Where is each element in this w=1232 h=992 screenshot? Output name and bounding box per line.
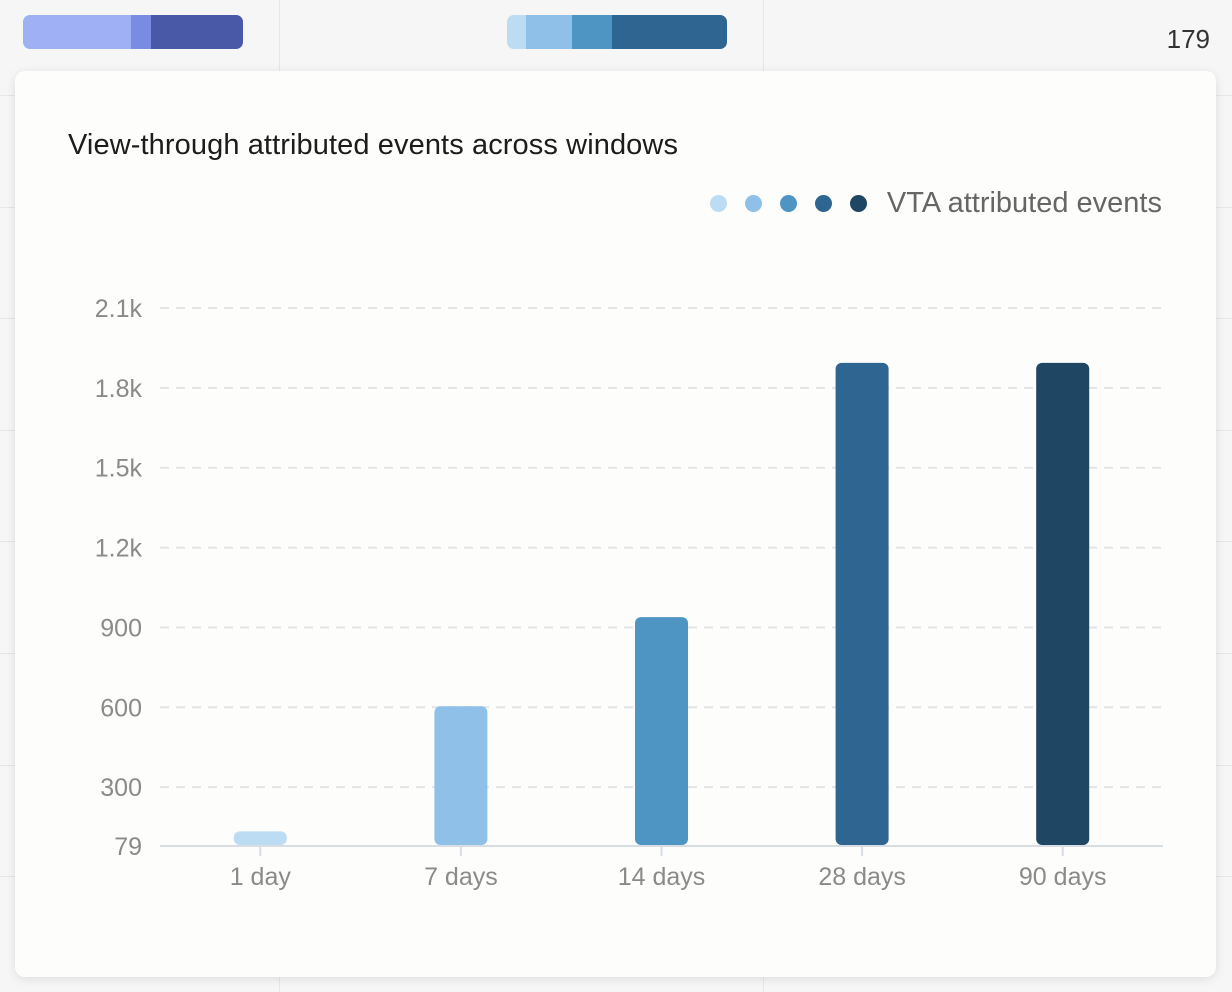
x-tick-label: 7 days	[424, 863, 498, 891]
bar-segment	[507, 15, 526, 49]
legend-dot	[709, 195, 727, 212]
y-tick-label: 300	[100, 774, 142, 802]
chart-popover: View-through attributed events across wi…	[15, 71, 1216, 977]
bar	[434, 706, 488, 845]
bar-segment	[23, 15, 131, 49]
legend-dot	[814, 195, 832, 212]
popover-arrow	[618, 131, 642, 143]
y-tick-label: 2.1k	[95, 295, 143, 323]
left-stacked-bar[interactable]	[23, 15, 243, 49]
y-tick-label: 900	[100, 614, 142, 642]
bar-segment	[572, 15, 612, 49]
x-tick-label: 28 days	[818, 863, 906, 891]
legend-dot	[779, 195, 797, 212]
x-tick-label: 14 days	[618, 863, 706, 891]
bar	[635, 617, 688, 845]
vta-stacked-bar[interactable]	[507, 15, 727, 49]
bar-segment	[612, 15, 727, 49]
y-tick-label: 600	[100, 694, 142, 722]
y-tick-label: 1.5k	[95, 455, 143, 483]
bar-segment	[151, 15, 243, 49]
popover-title: View-through attributed events across wi…	[68, 129, 679, 161]
y-tick-label: 1.2k	[95, 535, 143, 563]
chart-legend: VTA attributed events	[709, 187, 1162, 220]
bar	[233, 831, 287, 845]
bar	[835, 362, 889, 845]
bar-segment	[526, 15, 572, 49]
bar-segment	[131, 15, 151, 49]
x-tick-label: 1 day	[230, 863, 292, 891]
x-tick-label: 90 days	[1019, 863, 1107, 891]
bar	[1036, 362, 1090, 845]
legend-dot	[849, 195, 867, 212]
bar-chart: 79 300 600 900 1.2k 1.5k 1.8k 2.1k 1 day 7 days 14…	[95, 295, 1163, 891]
legend-label: VTA attributed events	[886, 187, 1162, 219]
y-tick-label: 1.8k	[95, 375, 143, 403]
legend-dot	[744, 195, 762, 212]
row-count: 179	[1166, 24, 1210, 54]
y-tick-label: 79	[114, 833, 142, 861]
